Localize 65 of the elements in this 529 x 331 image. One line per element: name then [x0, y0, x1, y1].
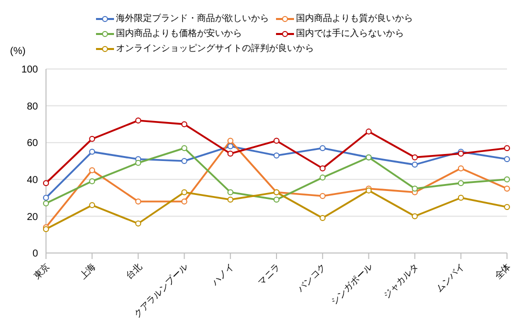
point: [320, 215, 326, 222]
legend-label: 海外限定ブランド・商品が欲しいから: [116, 12, 269, 25]
legend-label: 国内商品よりも質が良いから: [296, 12, 413, 25]
point: [89, 136, 96, 142]
point: [274, 152, 280, 158]
x-tick-label: マニラ: [256, 261, 282, 288]
point: [320, 165, 326, 172]
point: [89, 202, 96, 208]
x-tick-label: ムンバイ: [434, 261, 466, 294]
x-tick-label: 東京: [32, 261, 52, 282]
y-tick-label: 0: [32, 248, 38, 260]
point: [458, 194, 464, 201]
legend-label: 国内では手に入らないから: [296, 27, 404, 40]
point: [181, 189, 188, 196]
point: [135, 160, 142, 166]
x-tick-label: バンコク: [294, 261, 328, 295]
point: [504, 176, 510, 182]
legend-label: オンラインショッピングサイトの評判が良いから: [116, 42, 314, 55]
point: [320, 174, 326, 181]
point: [43, 194, 49, 201]
point: [458, 165, 464, 172]
x-tick-label: 全体: [492, 261, 512, 282]
point: [227, 189, 234, 196]
point: [89, 167, 96, 174]
point: [43, 200, 49, 206]
x-tick-label: 上海: [78, 261, 98, 282]
y-tick-label: 20: [26, 212, 38, 223]
point: [504, 145, 510, 152]
point: [412, 162, 418, 168]
point: [366, 128, 372, 135]
point: [89, 148, 96, 155]
x-tick-label: 台北: [124, 261, 144, 282]
point: [181, 158, 188, 164]
point: [320, 192, 326, 199]
x-tick-label: ハノイ: [208, 261, 236, 288]
point: [135, 220, 142, 227]
point: [504, 156, 510, 162]
point: [412, 154, 418, 160]
point: [274, 138, 280, 144]
point: [227, 138, 234, 144]
point: [135, 198, 142, 204]
point: [89, 178, 96, 184]
point: [458, 180, 464, 186]
point: [504, 204, 510, 210]
y-tick-label: 60: [26, 138, 38, 150]
legend-label: 国内商品よりも価格が安いから: [116, 27, 242, 40]
point: [412, 213, 418, 220]
point: [227, 196, 234, 203]
y-tick-label: 40: [26, 174, 38, 186]
point: [227, 143, 234, 150]
point: [181, 121, 188, 128]
y-tick-label: 80: [26, 101, 38, 112]
y-tick-label: 100: [21, 64, 38, 76]
x-tick-label: ジャカルタ: [381, 261, 420, 300]
point: [504, 186, 510, 192]
point: [227, 150, 234, 157]
point: [135, 118, 142, 124]
y-axis-title: (%): [10, 46, 26, 57]
point: [43, 180, 49, 186]
x-tick-label: シンガポール: [328, 261, 374, 307]
point: [320, 145, 326, 152]
point: [412, 186, 418, 192]
point: [181, 198, 188, 204]
point: [181, 145, 188, 152]
point: [274, 196, 280, 203]
